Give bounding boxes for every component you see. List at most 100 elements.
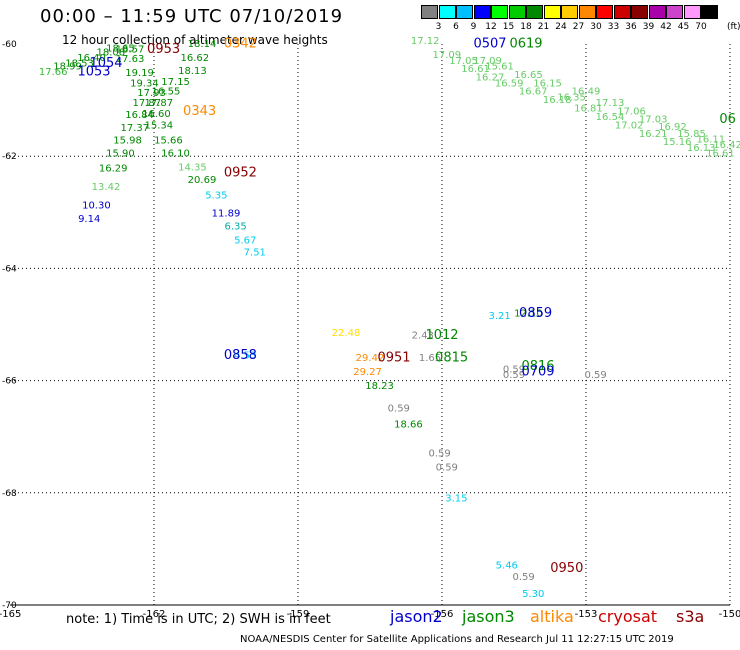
chart-subtitle: 12 hour collection of altimeter wave hei… [62,33,328,47]
color-scale-label: 39 [642,22,655,32]
wave-height-label: 29.27 [353,367,382,378]
wave-height-label: 16.61 [461,64,490,75]
wave-height-label: 16.35 [557,92,586,103]
wave-height-label: 0.59 [584,370,606,381]
wave-height-label: 16.54 [596,112,625,123]
wave-height-label: 18.23 [365,381,394,392]
wave-height-label: 16.55 [152,87,181,98]
color-scale-swatch [473,5,491,19]
legend-item-jason3: jason3 [462,607,515,626]
wave-height-label: 16.13 [687,143,716,154]
color-scale-swatch [421,5,438,19]
wave-height-label: 15.66 [154,135,183,146]
pass-time-label: 0343 [183,104,216,119]
wave-height-label: 16.21 [639,129,668,140]
color-scale-label: 30 [590,22,602,32]
wave-height-label: 16.59 [495,78,524,89]
wave-height-label: 22.48 [332,328,361,339]
footnote: note: 1) Time is in UTC; 2) SWH is in fe… [66,612,331,627]
wave-height-label: 16.29 [99,164,128,175]
wave-height-label: 5.46 [496,561,518,572]
pass-time-label: 0858 [224,348,257,363]
wave-height-label: 16.18 [543,95,572,106]
color-scale-swatch [701,5,718,19]
color-scale-label: 24 [555,22,567,32]
y-tick-label: -66 [2,377,17,387]
wave-height-label: 3.21 [488,311,510,322]
wave-height-label: 17.12 [411,36,440,47]
wave-height-label: 0.59 [503,370,525,381]
color-scale-swatch [561,5,578,19]
wave-height-label: 16.40 [77,53,106,64]
color-scale-label: 36 [625,22,637,32]
wave-height-label: 16.65 [514,70,543,81]
pass-time-label: 0950 [550,561,583,576]
pass-time-label: 0815 [435,351,468,366]
wave-height-label: 17.05 [449,56,478,67]
legend-item-s3a: s3a [676,607,705,626]
wave-height-label: 12.10 [514,308,543,319]
color-scale-label: 27 [572,22,585,32]
wave-height-label: 5.30 [522,589,544,600]
color-scale-swatch [543,5,561,19]
wave-height-label: 3.15 [445,493,467,504]
legend-item-cryosat: cryosat [598,607,658,626]
x-tick-label: -162 [143,609,166,620]
wave-height-label: 1.65 [419,353,441,364]
y-tick-label: -64 [2,264,17,274]
wave-height-label: 17.63 [116,54,145,65]
wave-height-label: 17.93 [137,88,166,99]
wave-height-label: 17.87 [144,98,173,109]
chart-title: 00:00 – 11:59 UTC 07/10/2019 [40,6,344,27]
pass-time-label: 0951 [377,351,410,366]
credit-line: NOAA/NESDIS Center for Satellite Applica… [240,634,674,645]
color-scale-swatch [491,5,508,19]
pass-time-label: 0507 [473,37,506,52]
wave-height-label: 17.15 [161,77,190,88]
wave-height-label: 16.81 [574,104,603,115]
pass-time-label: 1012 [425,328,458,343]
color-scale-swatch [666,5,683,19]
color-scale-label: 3 [435,22,442,32]
x-tick-label: -165 [0,609,21,620]
pass-time-label: 0953 [147,42,180,57]
wave-height-label: 17.13 [596,98,625,109]
wave-height-label: 16.15 [533,78,562,89]
wave-height-label: 15.85 [677,129,706,140]
color-scale-label: 15 [502,22,515,32]
wave-height-label: 17.87 [132,98,161,109]
wave-height-label: 18.53 [65,59,94,70]
pass-time-label: 0816 [521,359,554,374]
wave-height-label: 15.16 [663,137,692,148]
wave-height-label: 2.43 [412,331,434,342]
wave-height-label: 17.09 [473,56,502,67]
wave-height-label: 17.06 [617,106,646,117]
wave-height-label: 0.59 [428,449,450,460]
wave-height-label: 5.67 [234,235,256,246]
wave-height-label: 17.09 [432,50,461,61]
x-tick-label: -159 [287,609,310,620]
wave-height-label: 15.61 [485,61,514,72]
color-scale-label: 9 [470,22,477,32]
pass-time-label: 0342 [224,37,257,52]
color-scale-label: 42 [660,22,672,32]
color-scale-swatch [438,5,456,19]
wave-height-label: 16.61 [706,148,735,159]
color-scale-label: 33 [607,22,620,32]
x-tick-label: -150 [719,609,740,620]
color-scale-label: 21 [537,22,550,32]
color-scale-label: 70 [695,22,707,32]
color-scale-swatch [683,5,701,19]
wave-height-label: 17.03 [639,115,668,126]
color-scale-swatch [631,5,648,19]
pass-time-label: 06 [719,112,736,127]
color-scale-swatch [578,5,596,19]
wave-height-label: 16.84 [125,110,154,121]
color-scale-unit: (ft) [727,22,740,32]
x-tick-label: -153 [575,609,598,620]
wave-height-label: 29.42 [356,353,385,364]
wave-height-label: 6.35 [224,221,246,232]
wave-height-label: 19.19 [125,68,154,79]
wave-height-label: 0.59 [503,364,525,375]
